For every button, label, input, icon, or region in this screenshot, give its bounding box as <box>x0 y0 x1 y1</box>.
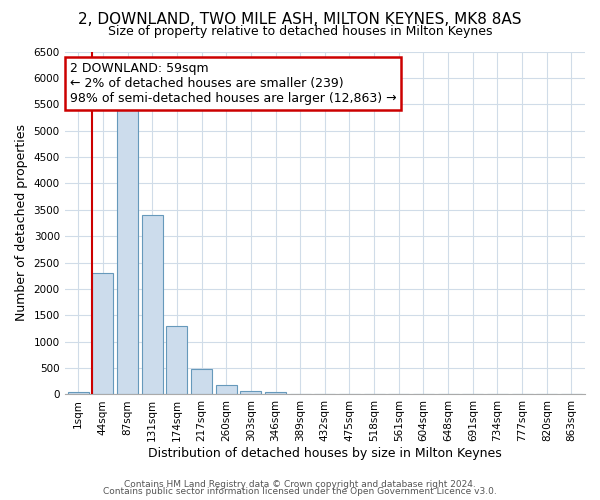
Bar <box>68 392 89 394</box>
Bar <box>265 392 286 394</box>
Text: Contains HM Land Registry data © Crown copyright and database right 2024.: Contains HM Land Registry data © Crown c… <box>124 480 476 489</box>
Bar <box>117 107 138 395</box>
Text: 2, DOWNLAND, TWO MILE ASH, MILTON KEYNES, MK8 8AS: 2, DOWNLAND, TWO MILE ASH, MILTON KEYNES… <box>78 12 522 28</box>
Bar <box>216 385 236 394</box>
Bar <box>166 326 187 394</box>
Bar <box>142 215 163 394</box>
Bar <box>92 273 113 394</box>
Text: 2 DOWNLAND: 59sqm
← 2% of detached houses are smaller (239)
98% of semi-detached: 2 DOWNLAND: 59sqm ← 2% of detached house… <box>70 62 397 105</box>
Bar <box>191 369 212 394</box>
Text: Size of property relative to detached houses in Milton Keynes: Size of property relative to detached ho… <box>108 25 492 38</box>
Bar <box>241 390 262 394</box>
X-axis label: Distribution of detached houses by size in Milton Keynes: Distribution of detached houses by size … <box>148 447 502 460</box>
Text: Contains public sector information licensed under the Open Government Licence v3: Contains public sector information licen… <box>103 487 497 496</box>
Y-axis label: Number of detached properties: Number of detached properties <box>15 124 28 322</box>
